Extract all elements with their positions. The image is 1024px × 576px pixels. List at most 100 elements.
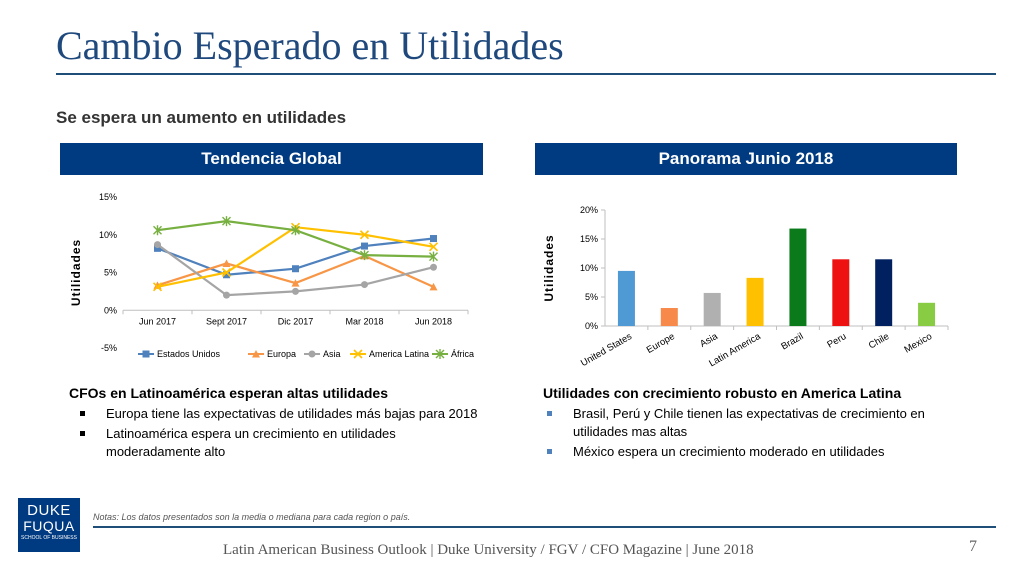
y-tick-label: 15%: [580, 234, 598, 244]
x-tick-label: Mexico: [903, 331, 935, 356]
square-marker: [223, 271, 230, 279]
right-bullet-list: Brasil, Perú y Chile tienen las expectat…: [547, 405, 957, 463]
x-tick-label: Sept 2017: [206, 316, 247, 326]
x-marker: [152, 282, 163, 292]
x-tick-label: Peru: [825, 331, 848, 351]
y-tick-label: 10%: [580, 263, 598, 273]
logo-line-1: DUKE: [27, 502, 71, 519]
page-number: 7: [969, 538, 977, 555]
logo-line-3: SCHOOL OF BUSINESS: [21, 535, 77, 541]
y-axis-title: Utilidades: [69, 239, 83, 306]
square-marker: [361, 242, 368, 250]
list-item: Latinoamérica espera un crecimiento en u…: [80, 425, 480, 461]
x-tick-label: Asia: [698, 331, 720, 350]
bullet-text: México espera un crecimiento moderado en…: [573, 444, 885, 459]
legend-label: Europa: [267, 349, 296, 359]
bar: [789, 228, 807, 326]
bar: [918, 302, 936, 326]
y-tick-label: 0%: [104, 305, 117, 315]
y-axis-title: Utilidades: [542, 234, 556, 301]
circle-marker: [292, 287, 299, 295]
legend-entry: Estados Unidos: [138, 349, 221, 359]
legend-label: Estados Unidos: [157, 349, 221, 359]
legend-label: África: [451, 349, 474, 359]
star-marker: [222, 216, 231, 227]
y-tick-label: 5%: [585, 292, 598, 302]
x-marker: [359, 230, 370, 240]
y-tick-label: 5%: [104, 268, 117, 278]
slide-subtitle: Se espera un aumento en utilidades: [56, 108, 347, 127]
list-item: México espera un crecimiento moderado en…: [547, 443, 957, 461]
bullet-icon: [80, 411, 85, 416]
square-marker: [430, 235, 437, 243]
series-estados-unidos: [154, 235, 437, 279]
global-trend-line-chart: Utilidades -5% 0% 5% 10% 15% Jun 2017 Sept 2017…: [69, 192, 474, 359]
slide-title: Cambio Esperado en Utilidades: [56, 23, 564, 68]
right-bullets-title: Utilidades con crecimiento robusto en Am…: [543, 385, 902, 401]
x-tick-label: Jun 2017: [139, 316, 176, 326]
left-bullets-title: CFOs en Latinoamérica esperan altas util…: [69, 385, 388, 401]
bullet-text: Brasil, Perú y Chile tienen las expectat…: [573, 406, 925, 439]
circle-marker: [154, 241, 161, 249]
footer-divider: [93, 526, 996, 528]
x-marker: [428, 242, 439, 252]
circle-marker: [308, 350, 316, 358]
bar: [660, 308, 678, 326]
y-tick-label: 0%: [585, 321, 598, 331]
legend-entry: África: [432, 349, 474, 359]
legend-entry: Asia: [304, 349, 341, 359]
x-tick-label: Chile: [867, 331, 891, 351]
bullet-icon: [547, 449, 552, 454]
square-marker: [292, 265, 299, 273]
x-tick-label: Dic 2017: [278, 316, 314, 326]
legend-entry: Europa: [248, 349, 296, 359]
bar: [875, 259, 893, 326]
series-áfrica: [153, 216, 438, 262]
bar: [703, 292, 721, 326]
star-marker: [153, 225, 162, 236]
x-marker: [353, 349, 363, 359]
bullet-icon: [547, 411, 552, 416]
legend-label: Asia: [323, 349, 341, 359]
bar: [746, 277, 764, 326]
bar: [832, 259, 850, 326]
star-marker: [360, 250, 369, 261]
duke-fuqua-logo: DUKE FUQUA SCHOOL OF BUSINESS: [18, 498, 80, 552]
y-tick-label: -5%: [101, 343, 117, 353]
circle-marker: [361, 281, 368, 289]
x-marker: [221, 267, 232, 278]
triangle-marker: [429, 282, 438, 291]
x-tick-label: Mar 2018: [345, 316, 383, 326]
star-marker: [291, 225, 300, 236]
x-tick-label: Brazil: [779, 331, 805, 352]
logo-line-2: FUQUA: [23, 518, 75, 534]
right-section-header: Panorama Junio 2018: [535, 143, 957, 175]
y-tick-label: 10%: [99, 230, 117, 240]
x-tick-label: Europe: [645, 331, 677, 356]
june-2018-bar-chart: Utilidades 0% 5% 10% 15% 20% United States Euro…: [542, 205, 949, 369]
square-marker: [142, 350, 150, 358]
left-section-header: Tendencia Global: [60, 143, 483, 175]
square-marker: [154, 244, 161, 252]
circle-marker: [223, 291, 230, 299]
list-item: Europa tiene las expectativas de utilida…: [80, 405, 480, 423]
bar: [617, 270, 635, 326]
title-divider: [56, 73, 996, 75]
x-tick-label: Jun 2018: [415, 316, 452, 326]
triangle-marker: [222, 259, 231, 267]
x-tick-label: United States: [579, 331, 634, 369]
legend-label: America Latina: [369, 349, 429, 359]
left-bullet-list: Europa tiene las expectativas de utilida…: [80, 405, 480, 463]
triangle-marker: [252, 350, 260, 358]
y-tick-label: 15%: [99, 192, 117, 202]
star-marker: [429, 251, 438, 262]
star-marker: [435, 349, 445, 359]
legend-entry: America Latina: [350, 349, 429, 359]
footer-text: Latin American Business Outlook | Duke U…: [223, 542, 754, 558]
footnote: Notas: Los datos presentados son la medi…: [93, 512, 411, 522]
triangle-marker: [291, 279, 300, 287]
bullet-text: Europa tiene las expectativas de utilida…: [106, 406, 478, 421]
list-item: Brasil, Perú y Chile tienen las expectat…: [547, 405, 957, 441]
y-tick-label: 20%: [580, 205, 598, 215]
circle-marker: [430, 263, 437, 271]
